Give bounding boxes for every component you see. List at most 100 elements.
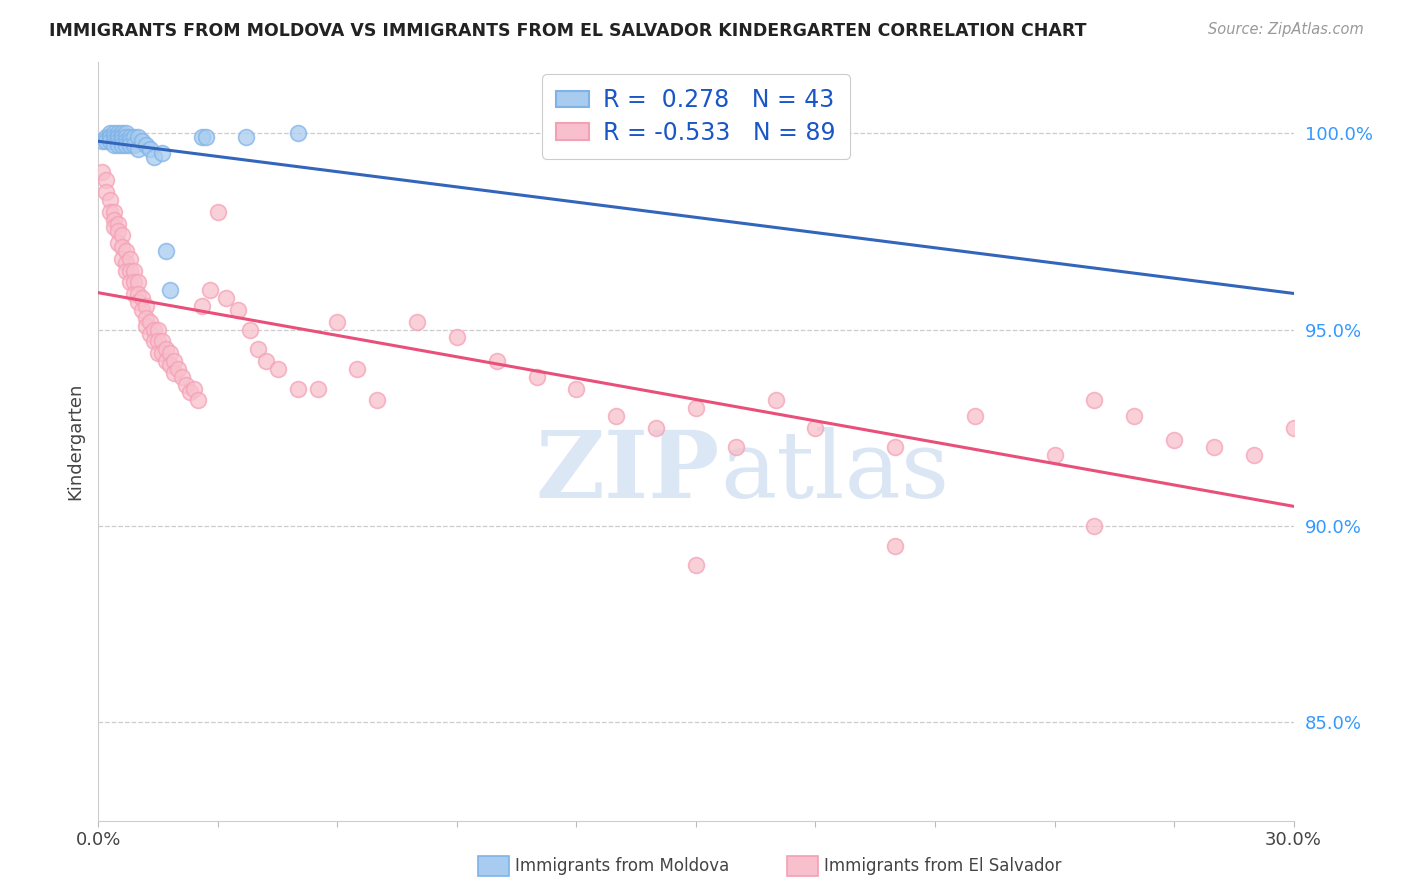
Point (135, 299, 157, 313)
Text: ZIP: ZIP (536, 427, 720, 516)
Point (127, 295, 149, 310)
Point (96, 185, 118, 199)
Point (111, 126, 134, 140)
Point (120, 263, 142, 277)
Point (124, 263, 146, 277)
Point (191, 130, 214, 145)
Point (115, 137, 138, 152)
Point (765, 393, 787, 408)
Point (685, 401, 707, 416)
Point (804, 421, 827, 435)
Point (135, 310, 157, 325)
Point (645, 421, 668, 435)
Point (115, 126, 138, 140)
Point (159, 283, 181, 297)
Point (107, 130, 129, 145)
Point (111, 137, 134, 152)
Point (167, 362, 190, 376)
Point (1123, 409, 1146, 423)
Point (235, 130, 257, 145)
Point (148, 322, 170, 336)
Point (191, 299, 214, 313)
Point (1202, 441, 1225, 455)
Point (150, 346, 173, 360)
Point (148, 346, 170, 360)
Point (174, 377, 197, 392)
Point (107, 126, 129, 140)
Point (148, 334, 170, 349)
Point (1083, 519, 1105, 533)
Point (115, 263, 138, 277)
Point (1163, 433, 1185, 447)
Point (163, 366, 186, 380)
Point (267, 362, 290, 376)
Point (724, 441, 747, 455)
Point (120, 137, 142, 152)
Point (605, 409, 627, 423)
Point (565, 382, 588, 396)
Point (406, 315, 429, 329)
Point (98, 204, 122, 219)
Point (96, 130, 118, 145)
Point (963, 409, 986, 423)
Point (127, 142, 149, 156)
Point (131, 291, 153, 305)
Point (884, 539, 907, 553)
Point (526, 369, 548, 384)
Point (103, 212, 125, 227)
Point (127, 276, 149, 290)
Point (155, 244, 177, 258)
Point (91, 165, 114, 179)
Point (135, 318, 157, 333)
Text: atlas: atlas (720, 427, 949, 516)
Point (1282, 421, 1305, 435)
Point (685, 558, 707, 573)
Point (98, 193, 122, 207)
Point (98, 130, 122, 145)
Point (111, 252, 134, 266)
Point (884, 441, 907, 455)
Point (246, 343, 269, 357)
Point (131, 302, 153, 317)
Point (131, 134, 153, 148)
Point (226, 302, 249, 317)
Point (103, 220, 125, 235)
Point (107, 224, 129, 238)
Point (107, 217, 129, 231)
Point (127, 130, 149, 145)
Point (163, 354, 186, 368)
Point (103, 134, 125, 148)
Point (107, 134, 129, 148)
Point (239, 322, 262, 336)
Point (485, 354, 508, 368)
Point (115, 256, 138, 270)
Y-axis label: Kindergarten: Kindergarten (66, 383, 84, 500)
Point (139, 315, 162, 329)
Point (155, 354, 177, 368)
Point (127, 287, 149, 301)
Text: Source: ZipAtlas.com: Source: ZipAtlas.com (1208, 22, 1364, 37)
Point (159, 346, 181, 360)
Point (287, 126, 309, 140)
Point (207, 204, 229, 219)
Point (143, 150, 166, 164)
Point (111, 130, 134, 145)
Point (1043, 448, 1066, 462)
Point (124, 130, 146, 145)
Point (111, 134, 134, 148)
Point (366, 393, 388, 408)
Point (111, 240, 134, 254)
Point (155, 343, 177, 357)
Point (195, 130, 218, 145)
Point (215, 291, 238, 305)
Point (120, 252, 142, 266)
Point (107, 236, 129, 251)
Point (111, 228, 134, 243)
Point (139, 326, 162, 341)
Point (103, 130, 125, 145)
Point (143, 334, 166, 349)
Point (179, 385, 201, 400)
Point (120, 130, 142, 145)
Point (98, 130, 122, 145)
Point (115, 130, 138, 145)
